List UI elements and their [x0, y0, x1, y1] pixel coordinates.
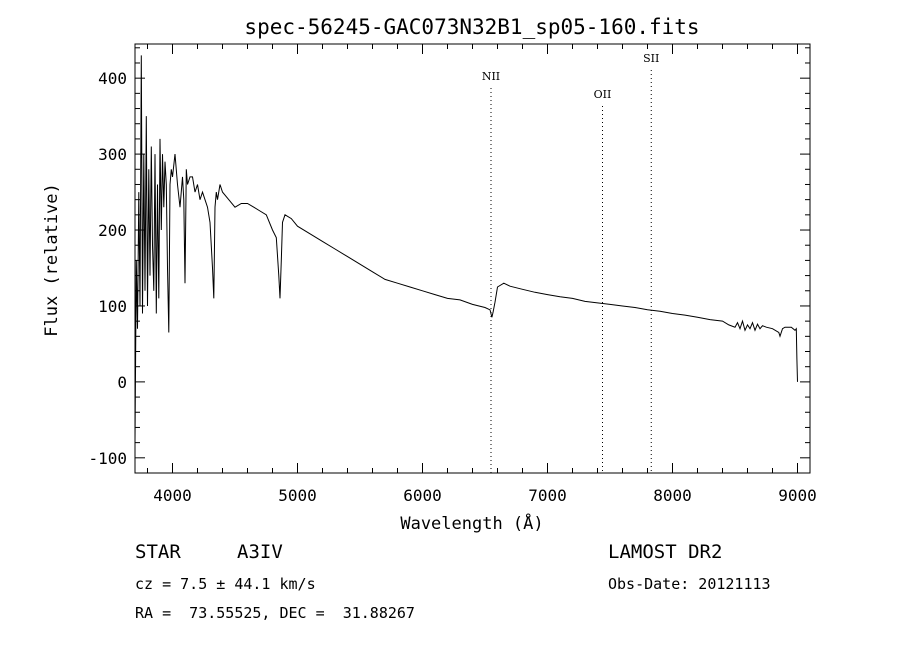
y-tick-label: 400 [98, 69, 127, 88]
emission-line-markers: NII OII SII [482, 52, 659, 473]
object-subclass: A3IV [237, 541, 283, 563]
x-axis-label: Wavelength (Å) [400, 512, 543, 534]
axis-ticks: 4000 5000 6000 7000 8000 9000 -100 0 100 200 300 40… [88, 44, 817, 505]
y-tick-label: -100 [88, 449, 127, 468]
object-class: STAR [135, 541, 181, 563]
line-marker-label: SII [643, 52, 659, 65]
redshift-text: cz = 7.5 ± 44.1 km/s [135, 575, 316, 593]
x-tick-label: 8000 [653, 486, 692, 505]
spectrum-line [134, 55, 798, 443]
y-tick-label: 100 [98, 297, 127, 316]
x-tick-label: 6000 [403, 486, 442, 505]
x-tick-label: 4000 [153, 486, 192, 505]
plot-frame [134, 43, 811, 474]
line-marker-label: NII [482, 70, 500, 83]
chart-title: spec-56245-GAC073N32B1_sp05-160.fits [244, 15, 699, 39]
obs-date-text: Obs-Date: 20121113 [608, 575, 771, 593]
x-tick-label: 7000 [528, 486, 567, 505]
survey-name: LAMOST DR2 [608, 541, 723, 563]
x-tick-label: 9000 [778, 486, 817, 505]
y-tick-label: 300 [98, 145, 127, 164]
y-axis-label: Flux (relative) [42, 183, 62, 337]
y-tick-label: 0 [117, 373, 127, 392]
y-tick-label: 200 [98, 221, 127, 240]
x-tick-label: 5000 [278, 486, 317, 505]
line-marker-label: OII [594, 88, 612, 101]
coordinates-text: RA = 73.55525, DEC = 31.88267 [135, 604, 415, 622]
